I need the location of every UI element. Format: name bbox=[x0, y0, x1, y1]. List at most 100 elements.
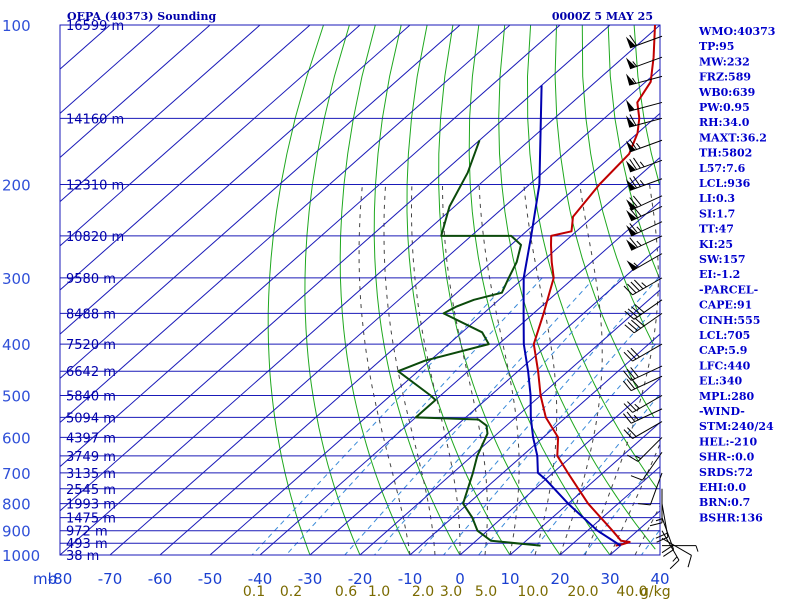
wind-barb-staff bbox=[637, 437, 663, 462]
index-line: CAP:5.9 bbox=[699, 344, 747, 357]
height-label: 5840 m bbox=[66, 389, 116, 404]
wind-barb-feather bbox=[634, 317, 645, 327]
wind-barb bbox=[626, 253, 663, 272]
wind-barb bbox=[661, 530, 680, 570]
wind-barb-staff bbox=[661, 537, 692, 556]
wind-barb-feather bbox=[633, 279, 644, 290]
mixing-ratio-label: 1.0 bbox=[368, 584, 390, 600]
isotherm-line bbox=[59, 24, 661, 556]
index-line: PW:0.95 bbox=[699, 101, 750, 114]
mixing-ratio-label: 2.0 bbox=[412, 584, 434, 600]
wind-barb-pennant bbox=[626, 260, 638, 271]
wind-barb-staff bbox=[629, 139, 663, 153]
wind-barb bbox=[625, 157, 663, 173]
temperature-tick-label: -30 bbox=[298, 570, 323, 588]
index-line: SW:157 bbox=[699, 253, 746, 266]
height-label: 493 m bbox=[66, 537, 108, 552]
height-label: 38 m bbox=[66, 549, 99, 564]
wind-barb-feather bbox=[629, 197, 638, 208]
wind-barb bbox=[625, 176, 663, 191]
wind-barb bbox=[625, 34, 663, 49]
pressure-tick-label: 600 bbox=[2, 429, 31, 447]
index-line: TH:5802 bbox=[699, 147, 752, 160]
index-line: LCL:705 bbox=[699, 329, 750, 342]
index-line: MAXT:36.2 bbox=[699, 131, 767, 144]
wind-barb-feather bbox=[687, 555, 692, 568]
height-label: 1993 m bbox=[66, 498, 116, 513]
temperature-tick-label: 30 bbox=[600, 570, 619, 588]
wind-barb bbox=[626, 73, 663, 86]
wind-barb bbox=[623, 375, 663, 392]
wind-barb-staff bbox=[632, 421, 663, 439]
chart-title: OEPA (40373) Sounding bbox=[67, 10, 216, 23]
wind-barb-half-feather bbox=[636, 142, 641, 149]
wind-barb-feather bbox=[629, 237, 638, 248]
wind-barb-feather bbox=[626, 411, 636, 422]
wind-barb-feather bbox=[632, 195, 642, 206]
moist-adiabat bbox=[478, 184, 520, 556]
isotherm-line bbox=[559, 466, 661, 556]
index-line: BRN:0.7 bbox=[699, 496, 750, 509]
isotherm-line bbox=[159, 112, 661, 556]
mixing-ratio-line bbox=[443, 313, 651, 556]
isotherm-line bbox=[59, 24, 561, 468]
wind-barb-feather bbox=[661, 545, 673, 554]
height-label: 8488 m bbox=[66, 307, 116, 322]
wind-barb-feather bbox=[623, 285, 633, 296]
mixing-ratio-label: 0.6 bbox=[335, 584, 357, 600]
wind-barb-half-feather bbox=[636, 240, 642, 246]
wind-barb-feather bbox=[630, 347, 640, 358]
pressure-tick-label: 300 bbox=[2, 270, 31, 288]
index-line: -PARCEL- bbox=[699, 283, 758, 296]
wind-barb bbox=[625, 56, 663, 70]
wind-barb-staff bbox=[632, 277, 663, 296]
wind-barb bbox=[661, 537, 692, 568]
index-line: CINH:555 bbox=[699, 314, 760, 327]
wind-barb bbox=[623, 277, 663, 296]
temperature-tick-label: 0 bbox=[455, 570, 465, 588]
mixing-ratio-label: 5.0 bbox=[475, 584, 497, 600]
height-label: 2545 m bbox=[66, 483, 116, 498]
mixing-ratio-line bbox=[285, 277, 543, 556]
dry-adiabat bbox=[373, 24, 461, 556]
isotherm-line bbox=[59, 24, 111, 70]
index-line: LI:0.3 bbox=[699, 192, 735, 205]
wind-barb-half-feather bbox=[634, 455, 642, 460]
wind-barb-feather bbox=[632, 206, 642, 217]
temperature-tick-label: -60 bbox=[148, 570, 173, 588]
dry-adiabat bbox=[406, 24, 511, 556]
temperature-tick-label: -70 bbox=[98, 570, 123, 588]
wind-barb-feather bbox=[623, 370, 632, 381]
isotherm-line bbox=[59, 24, 311, 247]
index-line: L57:7.6 bbox=[699, 162, 746, 175]
wind-barb-pennant bbox=[626, 225, 637, 237]
mixing-ratio-line bbox=[416, 277, 659, 556]
height-label: 3135 m bbox=[66, 467, 116, 482]
wind-barb-feather bbox=[655, 532, 668, 539]
wind-barb-half-feather bbox=[672, 556, 678, 562]
isotherm-line bbox=[59, 24, 361, 291]
wind-barb-feather bbox=[631, 306, 642, 316]
index-line: CAPE:91 bbox=[699, 299, 752, 312]
wind-barb-half-feather bbox=[634, 403, 640, 409]
wind-barb-staff bbox=[632, 395, 663, 413]
mixing-ratio-line bbox=[374, 277, 622, 556]
wind-barb-feather bbox=[633, 157, 641, 169]
wind-barb-feather bbox=[630, 367, 639, 378]
wind-barb-feather bbox=[630, 377, 639, 388]
height-label: 972 m bbox=[66, 525, 108, 540]
wind-barb-feather bbox=[623, 403, 633, 413]
wind-barb-feather bbox=[633, 176, 641, 187]
isotherm-line bbox=[259, 201, 661, 556]
wind-barb bbox=[626, 206, 663, 222]
mixing-unit-label: g/kg bbox=[640, 584, 671, 600]
index-line: SHR-:0.0 bbox=[699, 451, 755, 464]
mixing-ratio-label: 0.1 bbox=[243, 584, 265, 600]
index-line: KI:25 bbox=[699, 238, 733, 251]
isotherm-line bbox=[59, 24, 211, 158]
time-label: 0000Z 5 MAY 25 bbox=[552, 10, 653, 23]
wind-barb bbox=[626, 221, 663, 237]
wind-barb-pennant bbox=[626, 239, 637, 251]
wind-barb-feather bbox=[629, 138, 638, 150]
wind-barb-staff bbox=[632, 253, 663, 272]
